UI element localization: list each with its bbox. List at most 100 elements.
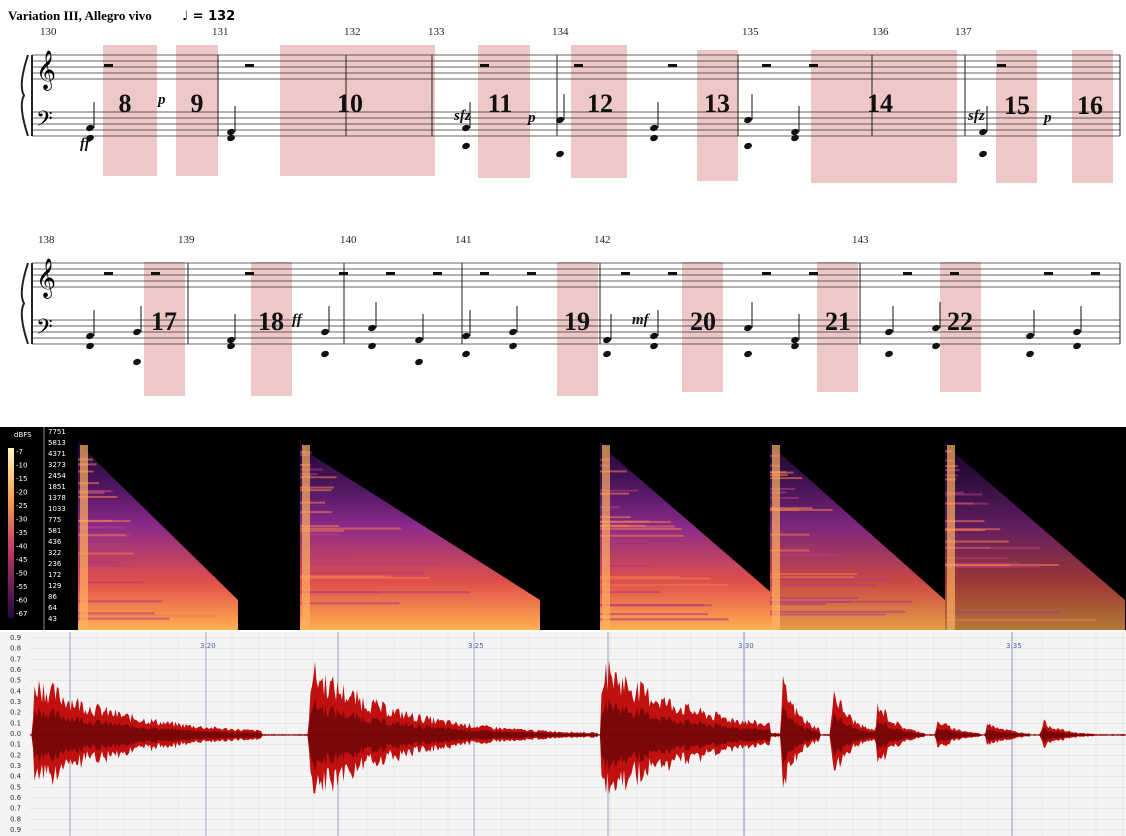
harmonic bbox=[600, 489, 639, 492]
rest bbox=[480, 64, 489, 67]
highlight-region bbox=[817, 262, 858, 392]
harmonic bbox=[945, 540, 1009, 543]
frequency-label: 1033 bbox=[48, 505, 66, 513]
rest bbox=[104, 272, 113, 275]
note-head bbox=[744, 324, 752, 332]
region-number: 9 bbox=[191, 89, 204, 118]
frequency-label: 581 bbox=[48, 527, 61, 535]
note-head bbox=[603, 350, 611, 358]
note-head bbox=[133, 328, 141, 336]
rest bbox=[621, 272, 630, 275]
note-head bbox=[932, 324, 940, 332]
harmonic bbox=[300, 476, 337, 479]
highlight-region bbox=[144, 262, 185, 396]
frequency-label: 43 bbox=[48, 615, 57, 623]
measure-number: 138 bbox=[38, 234, 55, 246]
rest bbox=[480, 272, 489, 275]
harmonic bbox=[945, 564, 1010, 567]
frequency-label: 1851 bbox=[48, 483, 66, 491]
db-label: -40 bbox=[16, 543, 27, 551]
harmonic bbox=[770, 554, 842, 557]
harmonic bbox=[300, 562, 441, 565]
spectral-burst bbox=[945, 440, 1125, 630]
highlight-region bbox=[557, 262, 598, 396]
harmonic bbox=[300, 489, 332, 492]
note-head bbox=[791, 134, 799, 142]
harmonic bbox=[945, 611, 1062, 614]
harmonic bbox=[600, 539, 650, 542]
harmonic bbox=[78, 491, 105, 494]
note-head bbox=[1026, 332, 1034, 340]
harmonic bbox=[600, 583, 729, 586]
db-unit: dBFS bbox=[14, 431, 32, 439]
note-head bbox=[321, 328, 329, 336]
harmonic bbox=[78, 612, 155, 615]
harmonic bbox=[770, 487, 796, 490]
frequency-label: 3273 bbox=[48, 461, 66, 469]
spectrogram-content bbox=[78, 440, 1125, 630]
harmonic bbox=[770, 477, 803, 480]
amplitude-label: 0.3 bbox=[10, 762, 21, 770]
rest bbox=[574, 64, 583, 67]
spectral-burst bbox=[600, 440, 780, 630]
color-scale bbox=[8, 448, 14, 618]
frequency-label: 4371 bbox=[48, 450, 66, 458]
note-head bbox=[556, 150, 564, 158]
highlight-region bbox=[940, 262, 981, 392]
note-head bbox=[227, 342, 235, 350]
highlight-region bbox=[811, 50, 957, 183]
harmonic bbox=[300, 602, 400, 605]
note-head bbox=[791, 336, 799, 344]
harmonic bbox=[300, 575, 392, 578]
note-head bbox=[86, 342, 94, 350]
measure-number: 130 bbox=[40, 26, 57, 38]
db-label: -25 bbox=[16, 502, 27, 510]
spectral-burst bbox=[300, 440, 540, 630]
rest bbox=[762, 272, 771, 275]
note-head bbox=[509, 342, 517, 350]
db-label: -50 bbox=[16, 570, 27, 578]
amplitude-label: 0.6 bbox=[10, 666, 22, 674]
note-head bbox=[227, 134, 235, 142]
harmonic bbox=[600, 506, 621, 509]
time-label: 3:35 bbox=[1006, 642, 1022, 650]
bass-clef: 𝄢 bbox=[36, 107, 53, 137]
harmonic bbox=[945, 502, 989, 505]
region-number: 14 bbox=[867, 89, 893, 118]
harmonic bbox=[770, 601, 851, 604]
note-head bbox=[368, 342, 376, 350]
harmonic bbox=[770, 613, 887, 616]
harmonic bbox=[300, 486, 334, 489]
db-label: -10 bbox=[16, 462, 27, 470]
note-head bbox=[650, 342, 658, 350]
amplitude-label: 0.9 bbox=[10, 826, 21, 834]
measure-number: 135 bbox=[742, 26, 759, 38]
harmonic bbox=[770, 533, 810, 536]
frequency-label: 7751 bbox=[48, 428, 66, 436]
amplitude-label: 0.4 bbox=[10, 773, 22, 781]
highlight-region bbox=[697, 50, 738, 181]
note-head bbox=[744, 350, 752, 358]
frequency-label: 86 bbox=[48, 593, 57, 601]
waveform-content: 0.9 0.8 0.7 0.6 0.5 0.4 0.3 0.2 0.1 0.0 0.1 0.2 0.3 0… bbox=[10, 632, 1126, 836]
note-head bbox=[979, 128, 987, 136]
note-head bbox=[509, 328, 517, 336]
note-head bbox=[885, 328, 893, 336]
dynamic-marking: ff bbox=[292, 312, 304, 328]
note-head bbox=[368, 324, 376, 332]
db-label: -60 bbox=[16, 597, 27, 605]
harmonic bbox=[945, 520, 985, 523]
frequency-label: 129 bbox=[48, 582, 61, 590]
time-label: 3:20 bbox=[200, 642, 216, 650]
harmonic bbox=[945, 565, 1040, 568]
time-label: 3:25 bbox=[468, 642, 484, 650]
harmonic bbox=[300, 577, 430, 580]
rest bbox=[151, 272, 160, 275]
region-number: 13 bbox=[704, 89, 730, 118]
dynamic-marking: ff bbox=[80, 136, 92, 152]
rest bbox=[762, 64, 771, 67]
amplitude-label: 0.2 bbox=[10, 709, 21, 717]
region-number: 15 bbox=[1004, 91, 1030, 120]
region-number: 17 bbox=[151, 307, 177, 336]
amplitude-label: 0.0 bbox=[10, 730, 21, 738]
